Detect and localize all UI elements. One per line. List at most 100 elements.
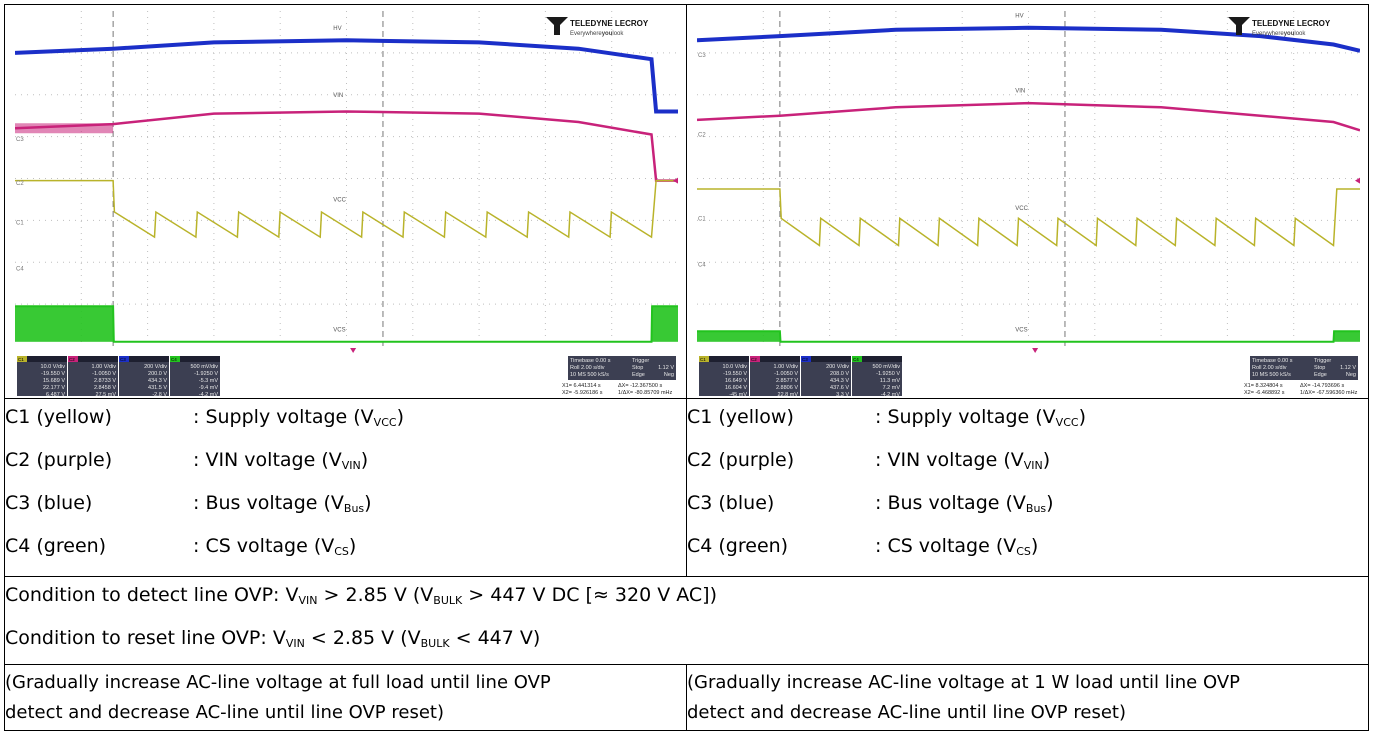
timebase-label: Timebase 0.00 s — [1252, 358, 1293, 364]
channel-panel-color-tag — [801, 356, 811, 362]
legend-desc-text: : Bus voltage (V — [193, 492, 344, 514]
channel-panel-1 — [17, 356, 67, 396]
condition-reset: Condition to reset line OVP: VVIN < 2.85… — [5, 624, 540, 658]
condition-reset-sub-vin: VIN — [285, 637, 305, 650]
channel-panel-value: 2.8577 V — [776, 378, 798, 384]
scope-right: HV VIN VCC VCS C3 C2 C1 C4 TELEDYNE LECROY Everyw… — [697, 11, 1360, 396]
channel-panel-name: C1 — [18, 357, 24, 362]
channel-panel-value: 437.6 V — [830, 385, 849, 391]
channel-panel-2 — [750, 356, 800, 396]
legend-right-desc-3: : Bus voltage (VBus) — [875, 491, 1054, 521]
cursor-x2-readout: X2= -5.926186 s — [562, 390, 603, 396]
legend-desc-subscript: Bus — [343, 502, 365, 515]
cell-scope-right: HV VIN VCC VCS C3 C2 C1 C4 TELEDYNE LECROY Everyw… — [686, 4, 1369, 399]
legend-desc-subscript: VIN — [1023, 459, 1043, 472]
legend-desc-close: ) — [1046, 492, 1054, 514]
cell-scope-left: HV VIN VCC VCS C3 C2 C1 C4 TELEDYNE LECROY Everyw… — [4, 4, 687, 399]
channel-panel-value: 431.5 V — [148, 385, 167, 391]
trace-label-hv: HV — [333, 26, 341, 32]
trigger-value: 1.12 V — [1340, 365, 1356, 371]
timebase-panel — [1250, 356, 1358, 380]
channel-panel-2 — [68, 356, 118, 396]
trace-vcc — [697, 188, 1360, 247]
cursor-x2-readout: X2= -6.468892 s — [1244, 390, 1285, 396]
cursor-x1-readout: X1= 8.324804 s — [1244, 383, 1283, 389]
channel-panel-color-tag — [119, 356, 129, 362]
cell-legend-left: C1 (yellow): Supply voltage (VVCC) C2 (pu… — [4, 398, 687, 577]
trace-vcs — [697, 330, 1360, 343]
trigger-label: Trigger — [1314, 358, 1331, 364]
stop-label: Stop — [1314, 365, 1325, 371]
slope-label: Neg — [1346, 372, 1356, 378]
channel-panel-value: 3.3 V — [836, 392, 849, 396]
legend-right-channel-1: C1 (yellow) — [687, 406, 794, 428]
teledyne-logo-icon — [546, 17, 568, 35]
trace-vcs — [15, 305, 678, 343]
trace-label-vin: VIN — [333, 93, 343, 99]
channel-panel-header — [750, 356, 800, 362]
channel-panel-header — [699, 356, 749, 362]
condition-reset-text-3: < 447 V) — [449, 627, 541, 649]
channel-panel-3 — [119, 356, 169, 396]
condition-detect-text-3: > 447 V DC [≈ 320 V AC]) — [462, 584, 717, 606]
scope-left: HV VIN VCC VCS C3 C2 C1 C4 TELEDYNE LECROY Everyw… — [15, 11, 678, 396]
channel-tag-c3: C3 — [16, 137, 24, 143]
cell-conditions: Condition to detect line OVP: VVIN > 2.8… — [4, 576, 1369, 665]
channel-panel-value: -4.2 mV — [199, 392, 219, 396]
condition-detect-sub-vin: VIN — [298, 594, 318, 607]
trace-vin-noise — [15, 123, 114, 134]
condition-detect-text: Condition to detect line OVP: V — [5, 584, 299, 606]
channel-panel-color-tag — [17, 356, 27, 362]
channel-panel-value: 15.689 V — [43, 378, 65, 384]
cell-legend-right: C1 (yellow) : Supply voltage (VVCC) C2 (pu… — [686, 398, 1369, 577]
channel-panel-value: 22.177 V — [43, 385, 65, 391]
legend-right-channel-4: C4 (green) — [687, 535, 789, 557]
legend-desc-text: : Supply voltage (V — [875, 406, 1056, 428]
oscilloscope-screenshot-left: HV VIN VCC VCS C3 C2 C1 C4 TELEDYNE LECROY Everyw… — [15, 11, 678, 396]
legend-desc-close: ) — [364, 492, 372, 514]
legend-desc-close: ) — [348, 535, 357, 557]
channel-panel-value: 6.487 V — [46, 392, 65, 396]
cursor-dx-readout: ΔX= -12.367500 s — [618, 383, 662, 389]
legend-desc-subscript: VCC — [1055, 416, 1079, 429]
roll-label: Roll 2.00 s/div — [570, 365, 605, 371]
channel-tag-c1: C1 — [16, 221, 24, 227]
brand-tagline: Everywhereyoulook — [1252, 31, 1306, 37]
trace-vin — [697, 101, 1360, 132]
channel-panel-value: 11.3 mV — [880, 378, 900, 384]
channel-tag-c2: C2 — [16, 181, 24, 187]
brand-name: TELEDYNE LECROY — [1252, 19, 1331, 28]
legend-desc-text: : CS voltage (V — [193, 535, 335, 557]
channel-panel-value: 2.8733 V — [94, 378, 116, 384]
channel-panel-color-tag — [170, 356, 180, 362]
condition-reset-text: Condition to reset line OVP: V — [5, 627, 286, 649]
channel-panel-value: -19.550 V — [41, 371, 65, 377]
channel-panel-value: 16.604 V — [725, 385, 747, 391]
legend-left-desc-1: : Supply voltage (VVCC) — [193, 405, 404, 435]
tagline-pre: Everywhere — [1252, 31, 1284, 37]
edge-label: Edge — [1314, 372, 1327, 378]
trace-vcc — [15, 179, 678, 239]
tagline-pre: Everywhere — [570, 31, 602, 37]
channel-panel-header — [801, 356, 851, 362]
channel-panel-value: 22.8 mV — [778, 392, 799, 396]
trigger-time-marker — [1032, 348, 1039, 353]
legend-left-channel-3: C3 (blue) — [5, 492, 93, 514]
channel-tag-c4: C4 — [16, 267, 24, 273]
cursor-x1-readout: X1= 6.441314 s — [562, 383, 601, 389]
legend-right-desc-2: : VIN voltage (VVIN) — [875, 448, 1050, 478]
channel-panel-name: C2 — [69, 357, 75, 362]
channel-panel-4 — [170, 356, 220, 396]
trace-vin — [15, 110, 678, 182]
cursor-freq-readout: 1/ΔX= -80.85709 mHz — [618, 390, 673, 396]
cursor-freq-readout: 1/ΔX= -67.596360 mHz — [1300, 390, 1358, 396]
channel-panel-color-tag — [852, 356, 862, 362]
channel-panel-value: 2.8806 V — [776, 385, 798, 391]
channel-panel-value: 200 V/div — [826, 364, 849, 370]
trigger-level-marker — [673, 177, 678, 184]
legend-right-channel-2: C2 (purple) — [687, 449, 795, 471]
condition-detect-sub-bulk: BULK — [433, 594, 463, 607]
oscilloscope-screenshot-right: HV VIN VCC VCS C3 C2 C1 C4 TELEDYNE LECROY Everyw… — [697, 11, 1360, 396]
channel-panel-value: 434.3 V — [830, 378, 849, 384]
